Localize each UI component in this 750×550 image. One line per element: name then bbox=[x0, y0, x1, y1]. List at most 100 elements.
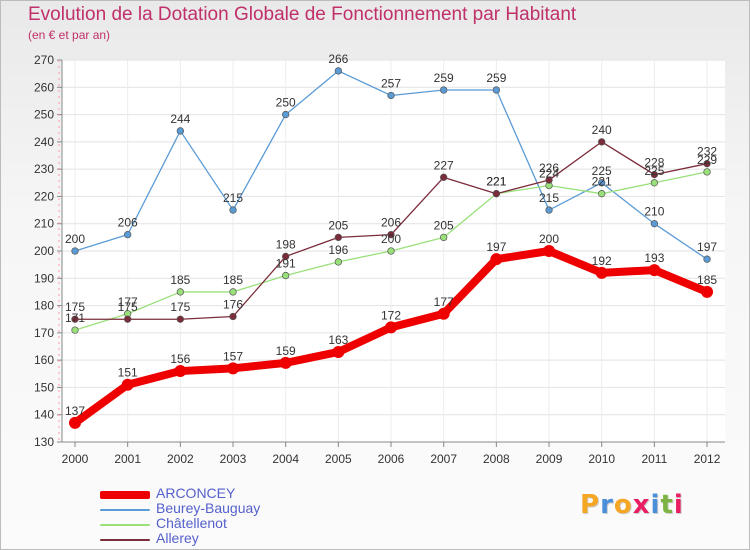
data-label-beurey-bauguay: 244 bbox=[170, 112, 190, 126]
point-beurey-bauguay bbox=[650, 220, 659, 228]
logo-letter: r bbox=[600, 490, 614, 520]
data-label-allerey: 206 bbox=[381, 216, 401, 230]
data-label-ch-tellenot: 200 bbox=[381, 232, 401, 246]
y-tick-label: 260 bbox=[34, 80, 54, 94]
point-allerey bbox=[440, 173, 448, 181]
data-label-ch-tellenot: 185 bbox=[223, 273, 243, 287]
data-label-beurey-bauguay: 206 bbox=[118, 216, 138, 230]
data-label-arconcey: 185 bbox=[697, 273, 717, 287]
point-allerey bbox=[229, 312, 237, 321]
data-label-allerey: 228 bbox=[644, 156, 664, 170]
logo-letter: P bbox=[580, 490, 601, 520]
legend-swatch bbox=[100, 491, 150, 499]
point-allerey bbox=[703, 160, 711, 168]
data-label-allerey: 176 bbox=[223, 297, 243, 311]
point-allerey bbox=[176, 315, 184, 323]
y-tick-label: 140 bbox=[34, 408, 54, 422]
y-tick-label: 170 bbox=[34, 326, 54, 340]
point-beurey-bauguay bbox=[71, 247, 79, 255]
point-arconcey bbox=[121, 378, 134, 391]
data-label-arconcey: 163 bbox=[328, 333, 348, 347]
point-ch-tellenot bbox=[229, 288, 237, 296]
data-label-allerey: 175 bbox=[118, 300, 138, 314]
y-tick-label: 180 bbox=[34, 299, 54, 313]
point-arconcey bbox=[227, 362, 240, 375]
point-arconcey bbox=[490, 253, 503, 266]
logo-letter: i bbox=[650, 490, 661, 520]
point-beurey-bauguay bbox=[282, 110, 290, 119]
data-label-ch-tellenot: 221 bbox=[486, 175, 506, 189]
logo-letter: o bbox=[613, 490, 633, 520]
data-label-arconcey: 177 bbox=[434, 295, 454, 309]
data-label-allerey: 221 bbox=[486, 175, 506, 189]
point-beurey-bauguay bbox=[387, 91, 395, 100]
x-tick-label: 2001 bbox=[114, 452, 141, 466]
data-label-arconcey: 192 bbox=[592, 254, 612, 268]
data-label-allerey: 227 bbox=[434, 158, 454, 172]
data-label-arconcey: 151 bbox=[118, 366, 138, 380]
point-allerey bbox=[545, 176, 553, 184]
data-label-allerey: 232 bbox=[697, 145, 717, 159]
y-tick-label: 210 bbox=[34, 217, 54, 231]
y-tick-label: 240 bbox=[34, 135, 54, 149]
y-tick-label: 190 bbox=[34, 271, 54, 285]
point-arconcey bbox=[543, 245, 556, 257]
legend-swatch bbox=[100, 509, 150, 511]
data-label-arconcey: 193 bbox=[644, 251, 664, 265]
x-tick-label: 2011 bbox=[641, 452, 667, 466]
y-tick-label: 150 bbox=[34, 380, 54, 394]
data-label-beurey-bauguay: 215 bbox=[539, 191, 559, 205]
data-label-arconcey: 172 bbox=[381, 308, 401, 322]
point-beurey-bauguay bbox=[440, 86, 448, 94]
point-beurey-bauguay bbox=[229, 206, 237, 214]
data-label-ch-tellenot: 177 bbox=[118, 295, 138, 309]
point-beurey-bauguay bbox=[703, 255, 711, 263]
point-allerey bbox=[124, 315, 132, 323]
data-label-beurey-bauguay: 257 bbox=[381, 76, 401, 90]
point-allerey bbox=[387, 230, 395, 239]
x-tick-label: 2004 bbox=[272, 452, 299, 466]
data-label-beurey-bauguay: 225 bbox=[592, 164, 612, 178]
point-ch-tellenot bbox=[387, 247, 395, 255]
data-label-allerey: 205 bbox=[328, 218, 348, 232]
point-beurey-bauguay bbox=[598, 179, 606, 187]
data-label-beurey-bauguay: 215 bbox=[223, 191, 243, 205]
data-label-ch-tellenot: 229 bbox=[697, 153, 717, 167]
x-tick-label: 2010 bbox=[588, 452, 615, 466]
point-beurey-bauguay bbox=[492, 86, 501, 94]
data-label-beurey-bauguay: 250 bbox=[276, 96, 296, 110]
point-allerey bbox=[71, 315, 79, 323]
point-allerey bbox=[598, 138, 606, 146]
y-tick-label: 270 bbox=[34, 53, 54, 67]
series-layer bbox=[69, 67, 714, 429]
logo-letter: i bbox=[673, 490, 684, 520]
point-arconcey bbox=[701, 285, 714, 298]
data-label-ch-tellenot: 224 bbox=[539, 167, 559, 181]
data-label-allerey: 226 bbox=[539, 161, 559, 175]
data-labels: 200 206 244 215 250 266 257 259 259 215 225 210 197 1… bbox=[65, 52, 717, 418]
logo-letter: x bbox=[632, 490, 651, 520]
point-beurey-bauguay bbox=[334, 67, 343, 75]
point-ch-tellenot bbox=[282, 271, 290, 280]
data-label-beurey-bauguay: 259 bbox=[434, 71, 454, 85]
data-label-beurey-bauguay: 200 bbox=[65, 232, 85, 246]
point-allerey bbox=[282, 252, 290, 261]
point-arconcey bbox=[69, 416, 81, 429]
data-label-arconcey: 159 bbox=[276, 344, 296, 358]
x-tick-label: 2009 bbox=[536, 452, 563, 466]
data-label-ch-tellenot: 225 bbox=[644, 164, 664, 178]
y-tick-label: 160 bbox=[34, 353, 54, 367]
proxiti-logo: Proxiti bbox=[580, 490, 684, 520]
legend-label: ARCONCEY bbox=[156, 485, 236, 501]
point-arconcey bbox=[385, 321, 398, 334]
point-arconcey bbox=[595, 266, 608, 279]
data-label-allerey: 198 bbox=[276, 237, 296, 251]
legend-label: Allerey bbox=[156, 530, 199, 546]
point-ch-tellenot bbox=[334, 258, 343, 266]
point-ch-tellenot bbox=[440, 233, 448, 242]
point-allerey bbox=[492, 190, 501, 198]
point-beurey-bauguay bbox=[176, 127, 184, 135]
x-tick-label: 2007 bbox=[430, 452, 457, 466]
x-tick-label: 2000 bbox=[62, 452, 89, 466]
data-label-ch-tellenot: 191 bbox=[276, 257, 296, 271]
